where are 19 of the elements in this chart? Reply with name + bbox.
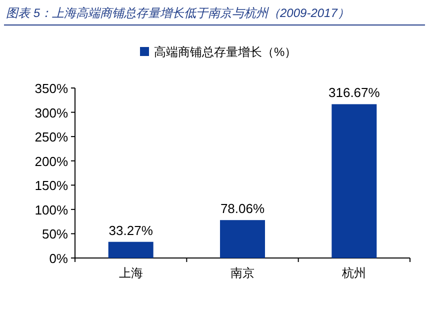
data-label: 316.67% <box>328 85 380 100</box>
y-tick-label: 150% <box>34 178 68 194</box>
data-label: 78.06% <box>220 201 265 216</box>
y-tick-label: 350% <box>34 81 68 96</box>
x-tick-label: 上海 <box>118 266 143 280</box>
y-tick-label: 100% <box>34 202 68 218</box>
legend: 高端商铺总存量增长（%） <box>140 45 297 59</box>
bar <box>332 104 377 258</box>
y-tick-label: 200% <box>34 154 68 169</box>
title: 图表 5：上海高端商铺总存量增长低于南京与杭州（2009-2017） <box>6 6 350 20</box>
y-tick-label: 50% <box>42 226 68 242</box>
y-tick-label: 0% <box>49 251 68 266</box>
data-label: 33.27% <box>108 222 154 238</box>
bar <box>108 242 154 258</box>
bar <box>220 220 265 258</box>
x-tick-label: 杭州 <box>341 266 366 280</box>
y-tick-label: 300% <box>34 105 68 120</box>
x-tick-label: 南京 <box>230 266 254 280</box>
y-tick-label: 250% <box>34 130 68 145</box>
